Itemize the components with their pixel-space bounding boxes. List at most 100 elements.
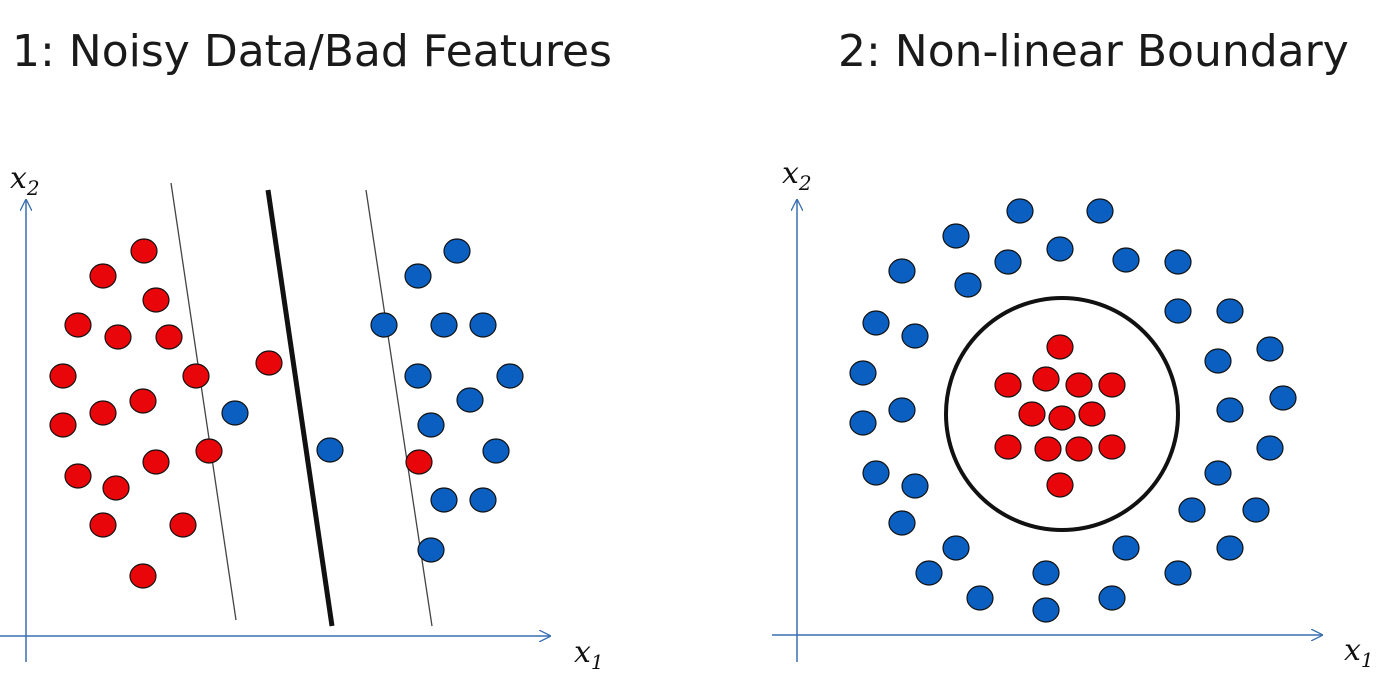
panel-1-margin-line-right bbox=[365, 189, 433, 627]
blue-point bbox=[966, 585, 994, 611]
blue-point bbox=[862, 460, 890, 486]
panel-2-title: 2: Non-linear Boundary bbox=[838, 26, 1349, 77]
blue-point bbox=[1006, 198, 1034, 224]
red-point bbox=[1065, 372, 1093, 398]
panel-1: x2 x1 bbox=[0, 161, 604, 674]
blue-point bbox=[862, 310, 890, 336]
blue-point bbox=[1204, 460, 1232, 486]
blue-point bbox=[954, 272, 982, 298]
red-point bbox=[64, 312, 92, 338]
red-point bbox=[155, 324, 183, 350]
panel-2-y-axis-label: x2 bbox=[782, 156, 812, 195]
red-point bbox=[1018, 401, 1046, 427]
blue-point bbox=[1164, 560, 1192, 586]
blue-point bbox=[888, 258, 916, 284]
red-point bbox=[182, 363, 210, 389]
blue-point bbox=[316, 437, 344, 463]
red-point bbox=[1048, 405, 1076, 431]
blue-point bbox=[443, 238, 471, 264]
panel-1-title: 1: Noisy Data/Bad Features bbox=[12, 26, 612, 77]
blue-point bbox=[888, 510, 916, 536]
red-point bbox=[1032, 366, 1060, 392]
blue-point bbox=[994, 249, 1022, 275]
red-point bbox=[129, 563, 157, 589]
blue-point bbox=[849, 360, 877, 386]
red-point bbox=[89, 512, 117, 538]
red-point bbox=[49, 412, 77, 438]
red-point bbox=[89, 263, 117, 289]
red-point bbox=[1098, 372, 1126, 398]
red-point bbox=[1065, 436, 1093, 462]
red-point bbox=[64, 463, 92, 489]
red-point bbox=[1098, 434, 1126, 460]
blue-point bbox=[1256, 336, 1284, 362]
blue-point bbox=[1164, 249, 1192, 275]
blue-point bbox=[430, 312, 458, 338]
blue-point bbox=[1032, 597, 1060, 623]
blue-point bbox=[482, 438, 510, 464]
panel-2-decision-boundary-circle bbox=[944, 296, 1180, 532]
blue-point bbox=[1216, 397, 1244, 423]
blue-point bbox=[942, 223, 970, 249]
red-point bbox=[142, 287, 170, 313]
red-point bbox=[994, 372, 1022, 398]
panel-1-x-axis-label: x1 bbox=[574, 635, 604, 674]
blue-point bbox=[456, 387, 484, 413]
red-point bbox=[129, 388, 157, 414]
blue-point bbox=[1164, 298, 1192, 324]
blue-point bbox=[1112, 247, 1140, 273]
panel-2-blue-points bbox=[849, 198, 1297, 623]
blue-point bbox=[1256, 435, 1284, 461]
blue-point bbox=[1098, 585, 1126, 611]
blue-point bbox=[942, 535, 970, 561]
blue-point bbox=[404, 363, 432, 389]
blue-point bbox=[1216, 535, 1244, 561]
panel-1-y-axis-label: x2 bbox=[10, 161, 40, 200]
blue-point bbox=[1112, 535, 1140, 561]
blue-point bbox=[849, 410, 877, 436]
blue-point bbox=[915, 560, 943, 586]
panel-2-x-axis-label: x1 bbox=[1344, 633, 1374, 672]
panel-1-red-points bbox=[49, 238, 433, 589]
red-point bbox=[1046, 334, 1074, 360]
blue-point bbox=[404, 263, 432, 289]
red-point bbox=[89, 400, 117, 426]
red-point bbox=[405, 449, 433, 475]
blue-point bbox=[370, 312, 398, 338]
red-point bbox=[49, 363, 77, 389]
blue-point bbox=[888, 397, 916, 423]
red-point bbox=[255, 350, 283, 376]
blue-point bbox=[469, 312, 497, 338]
red-point bbox=[1046, 472, 1074, 498]
blue-point bbox=[1178, 497, 1206, 523]
blue-point bbox=[417, 412, 445, 438]
blue-point bbox=[469, 487, 497, 513]
panel-1-blue-points bbox=[221, 238, 524, 563]
blue-point bbox=[496, 363, 524, 389]
panel-1-margin-line-left bbox=[170, 182, 237, 621]
red-point bbox=[142, 449, 170, 475]
red-point bbox=[994, 434, 1022, 460]
blue-point bbox=[1204, 348, 1232, 374]
blue-point bbox=[430, 487, 458, 513]
red-point bbox=[104, 324, 132, 350]
red-point bbox=[1034, 436, 1062, 462]
blue-point bbox=[417, 537, 445, 563]
blue-point bbox=[1269, 385, 1297, 411]
red-point bbox=[169, 512, 197, 538]
red-point bbox=[102, 475, 130, 501]
panel-1-decision-boundary bbox=[265, 189, 335, 627]
blue-point bbox=[1086, 198, 1114, 224]
blue-point bbox=[901, 473, 929, 499]
blue-point bbox=[901, 323, 929, 349]
blue-point bbox=[1046, 236, 1074, 262]
red-point bbox=[1078, 401, 1106, 427]
blue-point bbox=[1242, 497, 1270, 523]
panel-2-red-points bbox=[994, 334, 1126, 498]
blue-point bbox=[1032, 560, 1060, 586]
blue-point bbox=[1216, 298, 1244, 324]
red-point bbox=[130, 238, 158, 264]
red-point bbox=[195, 438, 223, 464]
panel-2: x2 x1 bbox=[772, 156, 1374, 672]
